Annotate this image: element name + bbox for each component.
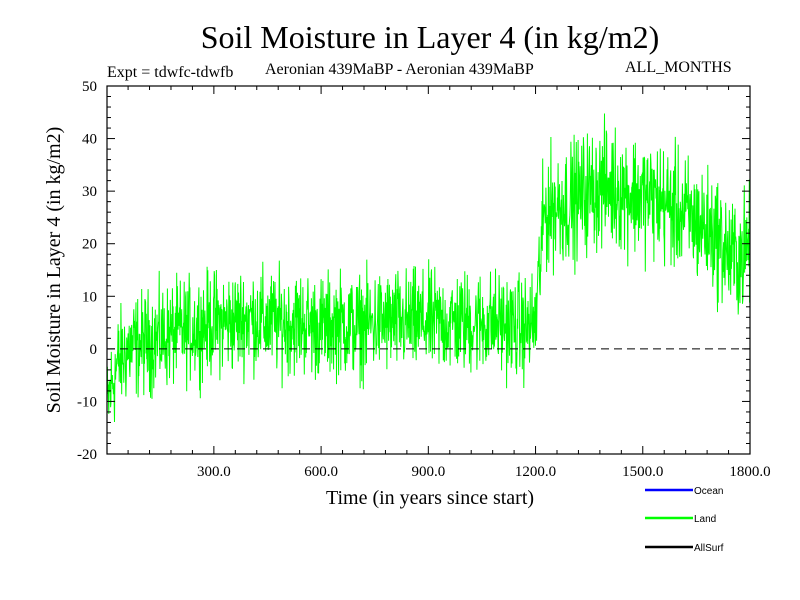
y-tick-label: 40	[82, 132, 97, 148]
legend-label: Land	[694, 514, 716, 525]
legend-label: Ocean	[694, 486, 723, 497]
x-tick-label: 1200.0	[515, 464, 556, 480]
plot-area: -20 -10 0 10 20 30 40 50 300.0 600.0 900.0 1200.0 15…	[77, 79, 771, 480]
y-tick-label: -10	[77, 394, 97, 410]
x-axis-label: Time (in years since start)	[326, 487, 534, 509]
legend-label: AllSurf	[694, 543, 724, 554]
chart-title: Soil Moisture in Layer 4 (in kg/m2)	[201, 19, 660, 55]
subtitle-months: ALL_MONTHS	[625, 59, 732, 76]
y-tick-label: 30	[82, 184, 97, 200]
land-series-line	[106, 113, 751, 423]
y-tick-label: 20	[82, 237, 97, 253]
y-tick-label: -20	[77, 447, 97, 463]
x-tick-label: 600.0	[304, 464, 338, 480]
legend: Ocean Land AllSurf	[645, 486, 724, 554]
y-axis-label: Soil Moisture in Layer 4 (in kg/m2)	[43, 127, 65, 414]
data-layer	[106, 113, 751, 423]
y-tick-label: 50	[82, 79, 97, 95]
subtitle-expt: Expt = tdwfc-tdwfb	[107, 64, 233, 81]
y-tick-label: 0	[90, 342, 98, 358]
y-tick-label: 10	[82, 289, 97, 305]
x-tick-label: 1800.0	[729, 464, 770, 480]
x-tick-label: 1500.0	[622, 464, 663, 480]
x-tick-label: 900.0	[411, 464, 445, 480]
ticks-layer: -20 -10 0 10 20 30 40 50 300.0 600.0 900.0 1200.0 15…	[77, 79, 771, 480]
x-tick-label: 300.0	[197, 464, 231, 480]
subtitle-periods: Aeronian 439MaBP - Aeronian 439MaBP	[265, 61, 534, 78]
